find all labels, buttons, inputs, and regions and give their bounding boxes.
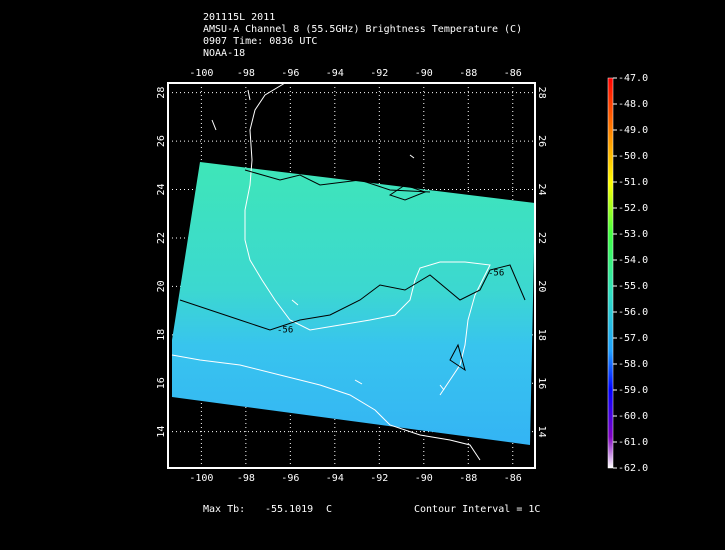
footer-label: Max Tb: (203, 504, 245, 515)
colorbar-label: -55.0 (618, 281, 648, 292)
lat-tick-label: 26 (536, 135, 547, 147)
title-line: 201115L 2011 (203, 12, 275, 23)
map-frame (167, 82, 536, 469)
title-line: AMSU-A Channel 8 (55.5GHz) Brightness Te… (203, 24, 522, 35)
lat-tick-label: 20 (536, 280, 547, 292)
lat-tick-label: 14 (536, 426, 547, 438)
colorbar-label: -57.0 (618, 333, 648, 344)
lat-tick-label: 24 (156, 184, 167, 196)
lat-tick-label: 22 (536, 232, 547, 244)
contours (179, 169, 526, 372)
lon-tick-label: -94 (326, 473, 344, 484)
lat-tick-label: 26 (156, 135, 167, 147)
lon-tick-label: -86 (504, 68, 522, 79)
colorbar-label: -56.0 (618, 307, 648, 318)
lat-tick-label: 18 (536, 329, 547, 341)
colorbar-label: -53.0 (618, 229, 648, 240)
lat-tick-label: 22 (156, 232, 167, 244)
lon-tick-label: -100 (189, 68, 213, 79)
colorbar (607, 77, 614, 469)
colorbar-label: -51.0 (618, 177, 648, 188)
lat-tick-label: 18 (156, 329, 167, 341)
colorbar-label: -59.0 (618, 385, 648, 396)
colorbar-label: -52.0 (618, 203, 648, 214)
lon-tick-label: -92 (370, 473, 388, 484)
lon-tick-label: -92 (370, 68, 388, 79)
colorbar-label: -54.0 (618, 255, 648, 266)
lon-tick-label: -88 (459, 473, 477, 484)
lon-tick-label: -96 (281, 68, 299, 79)
lon-tick-label: -90 (415, 473, 433, 484)
footer-unit: C (326, 504, 332, 515)
colorbar-label: -50.0 (618, 151, 648, 162)
lat-tick-label: 14 (156, 426, 167, 438)
colorbar-label: -58.0 (618, 359, 648, 370)
footer-contour: Contour Interval = 1C (414, 504, 540, 515)
lat-tick-label: 16 (536, 377, 547, 389)
title-line: NOAA-18 (203, 48, 245, 59)
title-line: 0907 Time: 0836 UTC (203, 36, 317, 47)
lat-tick-label: 20 (156, 280, 167, 292)
colorbar-label: -47.0 (618, 73, 648, 84)
colorbar-label: -62.0 (618, 463, 648, 474)
lat-tick-label: 28 (156, 87, 167, 99)
colorbar-label: -49.0 (618, 125, 648, 136)
lon-tick-label: -100 (189, 473, 213, 484)
lon-tick-label: -94 (326, 68, 344, 79)
footer-value: -55.1019 (265, 504, 313, 515)
coastline (171, 82, 491, 461)
lat-tick-label: 28 (536, 87, 547, 99)
contour-label: -56 (277, 326, 293, 336)
lon-tick-label: -98 (237, 68, 255, 79)
lat-tick-label: 16 (156, 377, 167, 389)
contour-label: -56 (488, 269, 504, 279)
lat-tick-label: 24 (536, 184, 547, 196)
lon-tick-label: -90 (415, 68, 433, 79)
lon-tick-label: -88 (459, 68, 477, 79)
lon-tick-label: -86 (504, 473, 522, 484)
lon-tick-label: -98 (237, 473, 255, 484)
colorbar-label: -48.0 (618, 99, 648, 110)
colorbar-label: -60.0 (618, 411, 648, 422)
lon-tick-label: -96 (281, 473, 299, 484)
colorbar-label: -61.0 (618, 437, 648, 448)
